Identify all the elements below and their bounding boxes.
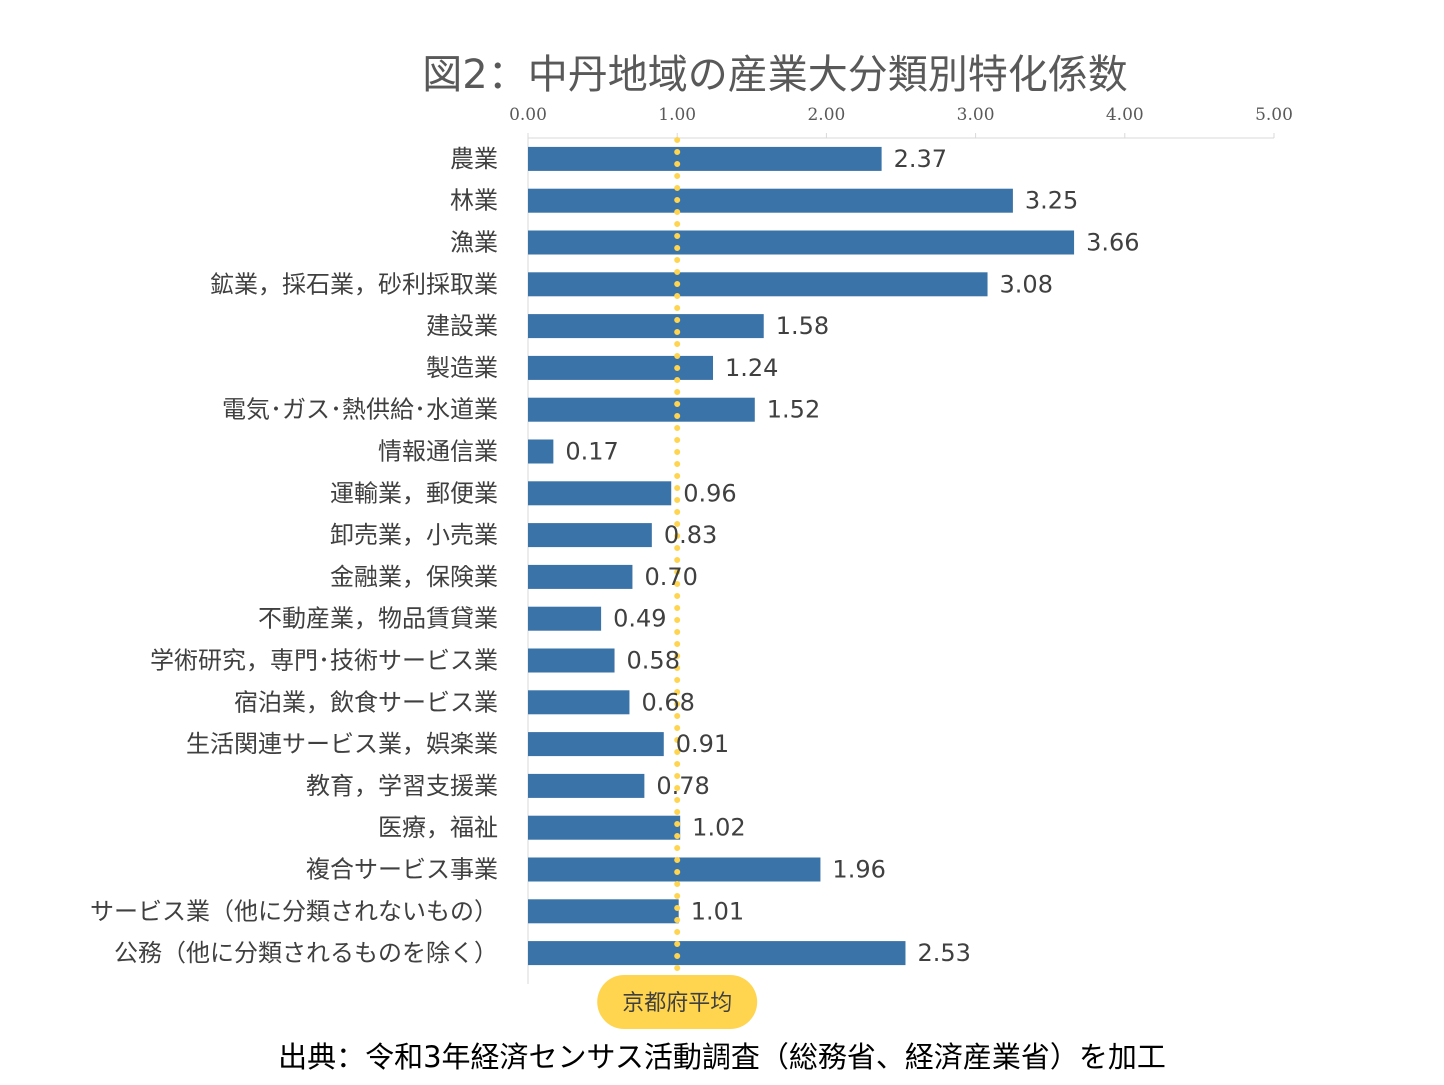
data-label: 2.37 [894, 145, 947, 173]
category-label: 生活関連サービス業，娯楽業 [186, 730, 498, 758]
data-label: 0.91 [676, 730, 729, 758]
bar [528, 146, 882, 171]
reference-label-badge [597, 975, 758, 1029]
bar [528, 439, 554, 464]
data-label: 0.70 [644, 563, 697, 591]
category-label: 漁業 [450, 229, 498, 257]
data-label: 1.02 [692, 814, 745, 842]
data-label: 2.53 [917, 939, 970, 967]
category-label: 卸売業，小売業 [330, 521, 498, 549]
x-tick-label: 5.00 [1255, 105, 1293, 125]
data-label: 1.58 [776, 312, 829, 340]
category-label: 学術研究，専門･技術サービス業 [150, 647, 498, 675]
category-label: 複合サービス事業 [306, 856, 498, 884]
data-label: 3.66 [1086, 229, 1139, 257]
data-label: 1.01 [691, 897, 744, 925]
data-label: 1.24 [725, 354, 778, 382]
bar [528, 815, 681, 840]
category-label: サービス業（他に分類されないもの） [90, 897, 498, 925]
category-label: 鉱業，採石業，砂利採取業 [210, 270, 498, 298]
chart-title: 図2：中丹地域の産業大分類別特化係数 [422, 52, 1128, 98]
x-tick-label: 1.00 [658, 105, 696, 125]
bar [528, 397, 755, 422]
data-label: 3.08 [1000, 270, 1053, 298]
category-label: 医療，福祉 [378, 814, 498, 842]
category-label: 不動産業，物品賃貸業 [258, 605, 498, 633]
bar [528, 773, 645, 798]
x-tick-label: 0.00 [509, 105, 547, 125]
bar [528, 523, 652, 548]
data-label: 0.83 [664, 521, 717, 549]
data-label: 0.78 [656, 772, 709, 800]
x-tick-label: 4.00 [1106, 105, 1144, 125]
x-tick-label: 2.00 [807, 105, 845, 125]
bar [528, 188, 1013, 213]
category-label: 運輸業，郵便業 [330, 479, 498, 507]
category-label: 建設業 [426, 312, 498, 340]
bar [528, 564, 633, 589]
data-label: 0.96 [683, 479, 736, 507]
category-label: 林業 [450, 187, 498, 215]
data-label: 3.25 [1025, 187, 1078, 215]
bar [528, 230, 1075, 255]
bars [528, 146, 1075, 966]
category-label: 情報通信業 [378, 438, 498, 466]
source-note: 出典：令和3年経済センサス活動調査（総務省、経済産業省）を加工 [278, 1040, 1166, 1074]
data-label: 1.52 [767, 396, 820, 424]
reference-line-group: 京都府平均 [597, 137, 758, 1029]
bar [528, 732, 664, 757]
reference-label: 京都府平均 [622, 991, 732, 1016]
bar [528, 272, 988, 297]
bar [528, 481, 672, 506]
data-label: 0.68 [641, 688, 694, 716]
bar [528, 899, 679, 924]
bar [528, 606, 602, 631]
bar [528, 690, 630, 715]
bar [528, 857, 821, 882]
bar [528, 941, 906, 966]
category-label: 製造業 [426, 354, 498, 382]
x-tick-label: 3.00 [957, 105, 995, 125]
data-label: 0.17 [565, 438, 618, 466]
category-label: 公務（他に分類されるものを除く） [114, 939, 498, 967]
bar [528, 355, 714, 380]
data-label: 1.96 [832, 856, 885, 884]
category-label: 宿泊業，飲食サービス業 [234, 688, 498, 716]
bar [528, 314, 764, 339]
category-label: 教育，学習支援業 [306, 772, 498, 800]
labels: 農業 2.37 林業 3.25 漁業 3.66 鉱業，採石業，砂利採取業 3.08 建設業 1.5… [90, 145, 1140, 967]
category-label: 金融業，保険業 [330, 563, 498, 591]
data-label: 0.58 [627, 647, 680, 675]
category-label: 電気･ガス･熱供給･水道業 [222, 396, 498, 424]
data-label: 0.49 [613, 605, 666, 633]
category-label: 農業 [450, 145, 498, 173]
bar [528, 648, 615, 673]
